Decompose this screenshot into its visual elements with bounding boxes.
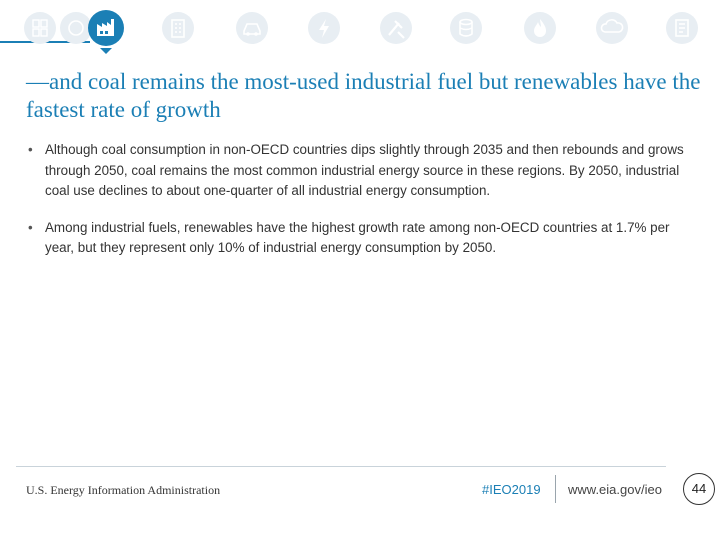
topic-navigation-bar bbox=[0, 8, 720, 54]
transportation-icon[interactable] bbox=[236, 12, 268, 44]
hashtag: #IEO2019 bbox=[482, 482, 541, 497]
bullet-item: • Among industrial fuels, renewables hav… bbox=[28, 218, 688, 259]
liquids-icon[interactable] bbox=[450, 12, 482, 44]
bullet-marker: • bbox=[28, 142, 33, 157]
appendix-icon[interactable] bbox=[666, 12, 698, 44]
overview-icon[interactable] bbox=[24, 12, 56, 44]
co2-emissions-icon[interactable] bbox=[596, 12, 628, 44]
buildings-icon[interactable] bbox=[162, 12, 194, 44]
navigation-link-icon[interactable] bbox=[60, 12, 92, 44]
footer-separator bbox=[555, 475, 556, 503]
bullet-text: Although coal consumption in non-OECD co… bbox=[45, 142, 684, 198]
industrial-icon[interactable] bbox=[88, 10, 124, 46]
active-topic-marker bbox=[100, 48, 112, 54]
slide-title: —and coal remains the most-used industri… bbox=[26, 69, 701, 122]
bullet-text: Among industrial fuels, renewables have … bbox=[45, 219, 670, 256]
natural-gas-icon[interactable] bbox=[524, 12, 556, 44]
page-number: 44 bbox=[683, 473, 715, 505]
footer-divider bbox=[16, 466, 666, 467]
bullet-marker: • bbox=[28, 219, 33, 235]
agency-name: U.S. Energy Information Administration bbox=[26, 483, 221, 497]
petroleum-icon[interactable] bbox=[380, 12, 412, 44]
bullet-item: • Although coal consumption in non-OECD … bbox=[28, 140, 688, 202]
bullet-list: • Although coal consumption in non-OECD … bbox=[28, 140, 688, 275]
electricity-icon[interactable] bbox=[308, 12, 340, 44]
website-link[interactable]: www.eia.gov/ieo bbox=[568, 482, 662, 497]
